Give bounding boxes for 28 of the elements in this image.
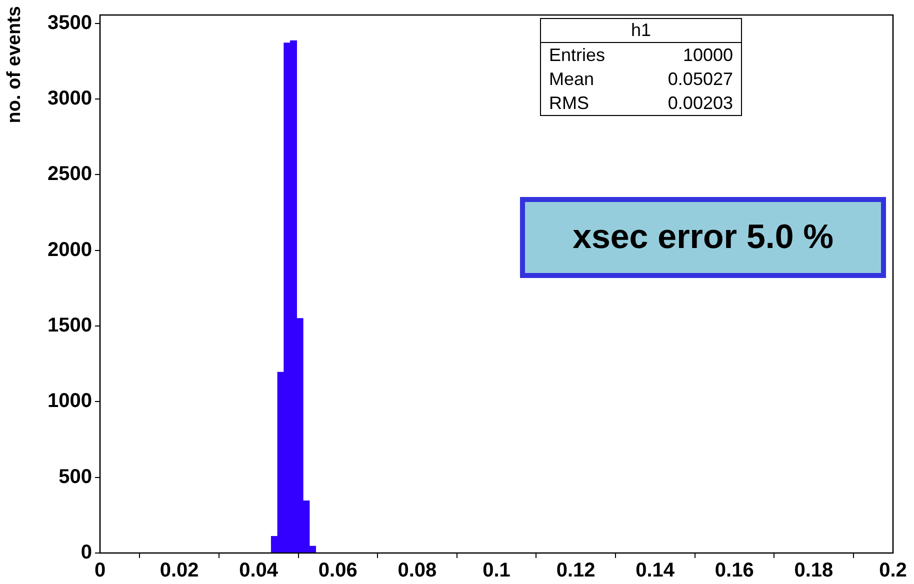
x-tick-label: 0.2	[879, 560, 907, 582]
x-tick-label: 0.04	[239, 560, 279, 582]
annotation: Entries	[549, 44, 606, 67]
annotation: xsec error 5.0 %	[520, 197, 886, 278]
x-tick-label: 0.02	[160, 560, 199, 582]
annotation: h1	[541, 19, 741, 43]
x-tick-label: 0.16	[714, 560, 754, 582]
annotation: 10000	[682, 44, 733, 67]
y-tick-label: 2500	[48, 163, 92, 186]
annotation: Mean	[549, 68, 594, 91]
x-tick-label: 0.12	[556, 560, 596, 582]
y-tick-label: 3000	[48, 88, 92, 110]
annotation: 0.05027	[668, 68, 733, 91]
x-tick-label: 0.1	[482, 560, 510, 582]
annotation: RMS	[549, 92, 589, 115]
annotation: 0.00203	[668, 92, 733, 115]
x-tick-label: 0	[94, 560, 106, 582]
x-tick-label: 0.08	[398, 560, 437, 582]
y-tick-label: 1500	[48, 314, 92, 337]
y-tick-label: 500	[58, 466, 92, 488]
x-tick-label: 0.18	[794, 560, 834, 582]
y-tick-label: 1000	[48, 390, 92, 412]
x-tick-label: 0.14	[636, 560, 676, 582]
y-axis-title: no. of events	[4, 6, 26, 124]
x-tick-label: 0.06	[318, 560, 358, 582]
y-tick-label: 3500	[48, 12, 92, 34]
y-tick-label: 0	[80, 542, 92, 564]
y-tick-label: 2000	[48, 238, 92, 261]
